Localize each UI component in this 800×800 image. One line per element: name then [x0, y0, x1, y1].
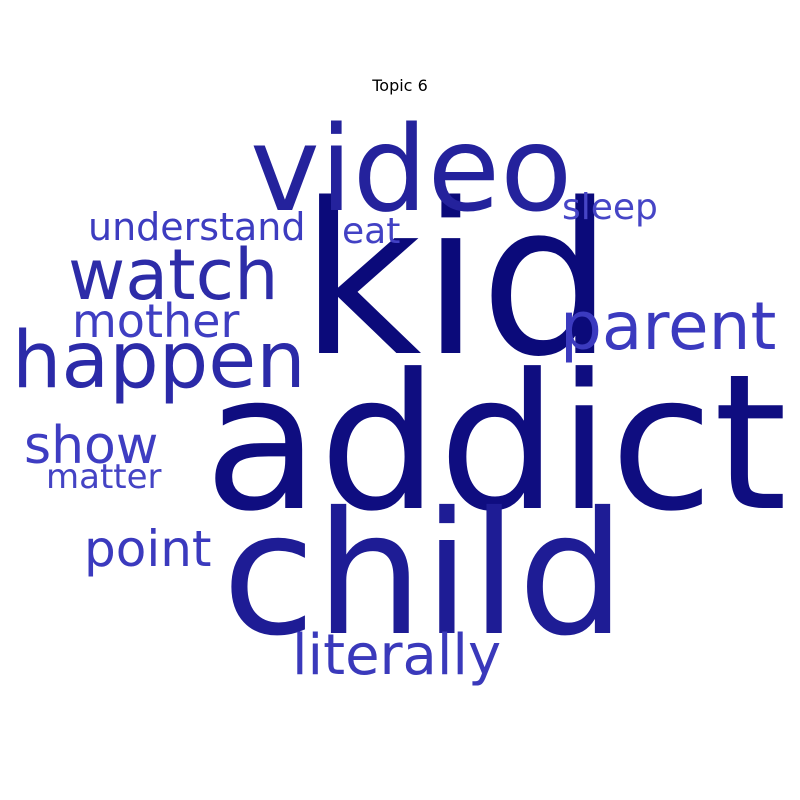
- word-eat: eat: [342, 211, 401, 252]
- word-addict: addict: [204, 334, 788, 553]
- word-matter: matter: [46, 457, 162, 497]
- word-mother: mother: [72, 294, 240, 348]
- word-point: point: [84, 520, 212, 578]
- word-happen: happen: [12, 316, 306, 406]
- word-watch: watch: [68, 234, 279, 316]
- word-kid: kid: [300, 158, 614, 403]
- topic-title: Topic 6: [372, 76, 428, 95]
- word-literally: literally: [292, 623, 502, 688]
- word-understand: understand: [88, 205, 306, 249]
- word-sleep: sleep: [562, 187, 658, 228]
- word-child: child: [222, 476, 626, 674]
- word-parent: parent: [560, 288, 777, 365]
- word-show: show: [24, 416, 159, 476]
- word-video: video: [250, 100, 573, 238]
